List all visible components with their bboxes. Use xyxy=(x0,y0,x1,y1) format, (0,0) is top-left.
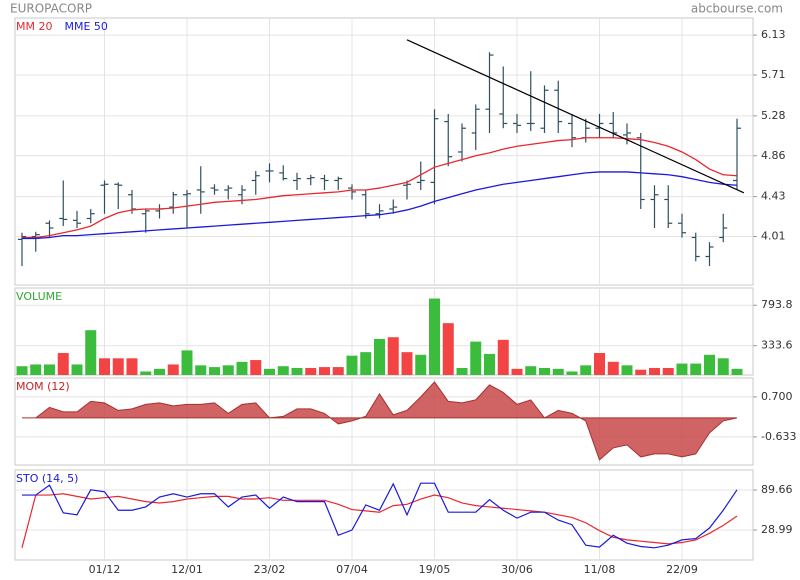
bar xyxy=(154,368,165,375)
bar xyxy=(607,361,619,375)
bar xyxy=(635,369,647,375)
y-tick-label: 6.13 xyxy=(761,28,786,41)
bar xyxy=(429,298,440,375)
bar xyxy=(126,358,138,375)
bar xyxy=(539,367,550,375)
bar xyxy=(401,352,413,375)
series-line xyxy=(22,482,738,549)
bar xyxy=(140,371,152,375)
trendline xyxy=(406,39,745,194)
panel-title: STO (14, 5) xyxy=(16,472,78,485)
bar xyxy=(222,365,234,375)
bar xyxy=(484,353,495,375)
panel-title: VOLUME xyxy=(16,290,62,303)
y-tick-label: 793.8 xyxy=(761,298,793,311)
bar xyxy=(566,371,578,375)
y-tick-label: 4.86 xyxy=(761,149,786,162)
bar xyxy=(731,368,743,375)
panel xyxy=(14,17,754,286)
bar xyxy=(264,368,275,375)
y-tick-label: 89.66 xyxy=(761,483,793,496)
bar xyxy=(649,367,660,375)
bar xyxy=(181,350,193,375)
bar xyxy=(195,365,207,375)
bar xyxy=(580,365,592,375)
y-tick-label: 333.6 xyxy=(761,339,793,352)
bar xyxy=(30,364,42,375)
bar xyxy=(676,363,688,375)
bar xyxy=(594,353,605,375)
x-tick-label: 22/09 xyxy=(666,563,698,576)
bar xyxy=(470,341,482,375)
bar xyxy=(690,363,702,375)
bar xyxy=(236,361,248,375)
y-tick-label: 4.43 xyxy=(761,190,786,203)
bar xyxy=(57,353,69,375)
chart-title: EUROPACORP xyxy=(10,2,92,16)
y-tick-label: 5.28 xyxy=(761,109,786,122)
bar xyxy=(71,364,83,375)
bar xyxy=(167,364,179,375)
bar xyxy=(291,367,303,375)
bar xyxy=(360,352,372,375)
x-tick-label: 11/08 xyxy=(584,563,616,576)
bar xyxy=(277,366,289,375)
panel xyxy=(14,469,754,561)
bar xyxy=(662,367,674,375)
x-tick-label: 19/05 xyxy=(419,563,451,576)
bar xyxy=(346,355,358,375)
y-tick-label: -0.633 xyxy=(761,430,796,443)
bar xyxy=(44,364,55,375)
bar xyxy=(497,339,509,375)
bar xyxy=(332,367,344,375)
bar xyxy=(442,323,454,375)
bar xyxy=(525,366,537,375)
bar xyxy=(85,330,97,375)
series-line xyxy=(22,171,738,240)
bar xyxy=(456,367,468,375)
y-tick-label: 0.700 xyxy=(761,390,793,403)
bar xyxy=(621,365,633,375)
bar xyxy=(415,354,427,375)
bar xyxy=(209,367,220,375)
bar xyxy=(112,358,124,375)
legend-entry: MME 50 xyxy=(64,20,107,33)
y-tick-label: 5.71 xyxy=(761,68,786,81)
x-tick-label: 01/12 xyxy=(89,563,121,576)
x-tick-label: 12/01 xyxy=(171,563,203,576)
bar xyxy=(387,337,399,375)
x-tick-label: 23/02 xyxy=(254,563,286,576)
bar xyxy=(305,367,317,375)
bar xyxy=(552,368,564,375)
x-tick-label: 30/06 xyxy=(501,563,533,576)
bar xyxy=(16,366,28,375)
bar xyxy=(511,368,523,375)
legend-entry: MM 20 xyxy=(16,20,52,33)
y-tick-label: 4.01 xyxy=(761,230,786,243)
series-line xyxy=(22,137,738,239)
bar xyxy=(704,354,715,375)
panel-title: MOM (12) xyxy=(16,380,70,393)
x-tick-label: 07/04 xyxy=(336,563,368,576)
bar xyxy=(717,358,729,375)
bar xyxy=(250,360,262,375)
y-tick-label: 28.99 xyxy=(761,523,793,536)
source: abcbourse.com xyxy=(691,2,783,16)
area xyxy=(22,381,738,461)
bar xyxy=(99,358,110,375)
bar xyxy=(319,367,330,375)
bar xyxy=(374,338,385,375)
